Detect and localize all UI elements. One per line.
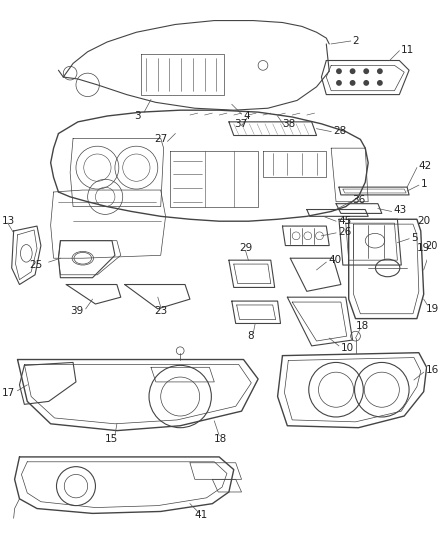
Text: 26: 26 [338, 227, 351, 237]
Circle shape [336, 80, 342, 86]
Text: 4: 4 [244, 111, 250, 121]
Text: 27: 27 [154, 134, 167, 144]
Circle shape [377, 68, 383, 74]
Text: 17: 17 [2, 387, 15, 398]
Text: 8: 8 [247, 331, 254, 341]
Text: 23: 23 [154, 306, 167, 316]
Text: 1: 1 [421, 179, 427, 189]
Text: 20: 20 [417, 216, 430, 226]
Text: 20: 20 [426, 240, 438, 251]
Text: 11: 11 [401, 45, 414, 55]
Text: 19: 19 [417, 244, 430, 254]
Text: 5: 5 [411, 233, 418, 243]
Circle shape [363, 80, 369, 86]
Circle shape [336, 68, 342, 74]
Text: 18: 18 [214, 434, 227, 445]
Text: 29: 29 [240, 244, 253, 254]
Text: 43: 43 [393, 206, 407, 215]
Circle shape [377, 80, 383, 86]
Text: 10: 10 [341, 343, 354, 353]
Circle shape [350, 68, 356, 74]
Text: 18: 18 [356, 321, 369, 332]
Text: 38: 38 [283, 119, 296, 129]
Text: 42: 42 [419, 160, 432, 171]
Text: 3: 3 [134, 111, 141, 121]
Text: 25: 25 [29, 260, 42, 270]
Text: 2: 2 [353, 36, 359, 46]
Text: 45: 45 [338, 216, 351, 226]
Text: 41: 41 [195, 511, 208, 520]
Text: 16: 16 [426, 365, 438, 375]
Text: 36: 36 [353, 195, 366, 205]
Text: 13: 13 [2, 216, 15, 226]
Text: 37: 37 [234, 119, 247, 129]
Text: 40: 40 [328, 255, 341, 265]
Text: 15: 15 [105, 434, 118, 445]
Text: 19: 19 [426, 304, 438, 314]
Text: 39: 39 [70, 306, 83, 316]
Circle shape [363, 68, 369, 74]
Circle shape [350, 80, 356, 86]
Text: 28: 28 [333, 126, 346, 135]
